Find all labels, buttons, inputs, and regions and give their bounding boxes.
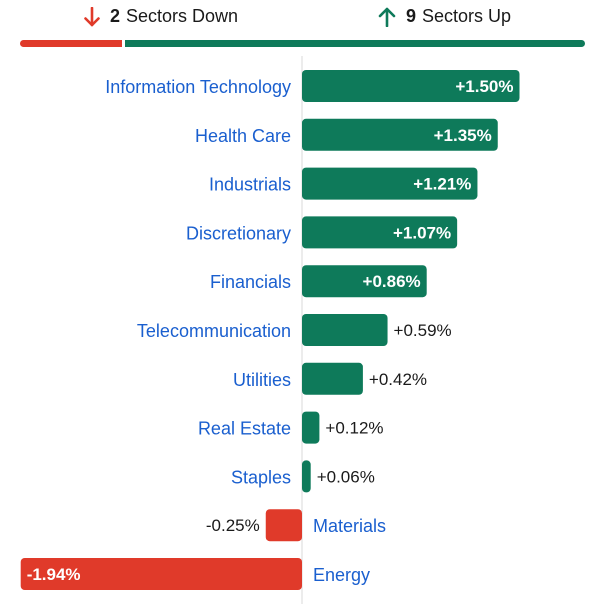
sectors-down-count: 2 (110, 6, 121, 26)
bar-industrials (302, 167, 478, 200)
value-label: +1.35% (434, 126, 492, 145)
value-label: +1.50% (455, 77, 513, 96)
sector-label: Information Technology (105, 77, 291, 97)
sector-label: Discretionary (186, 223, 291, 243)
sectors-down-label: Sectors Down (126, 6, 239, 26)
sector-label: Real Estate (198, 419, 291, 439)
bar-energy (20, 558, 302, 590)
value-label: +0.06% (317, 467, 375, 486)
value-label: +0.86% (363, 272, 421, 291)
sector-label: Energy (313, 565, 370, 585)
arrow-down-icon (84, 6, 100, 26)
bar-financials (302, 265, 427, 298)
sector-label: Materials (313, 516, 386, 536)
bar-information-technology (302, 70, 520, 102)
arrow-up-icon (378, 7, 396, 27)
bar-utilities (302, 362, 363, 395)
up-down-ratio-bar (20, 40, 585, 47)
value-label: +1.21% (413, 175, 471, 194)
value-label: +0.59% (394, 321, 452, 340)
value-label: -1.94% (27, 565, 81, 584)
sectors-up-count: 9 (406, 6, 417, 26)
bar-discretionary (302, 216, 458, 249)
sector-label: Utilities (233, 370, 291, 390)
bar-telecommunication (302, 314, 388, 346)
value-label: +0.42% (369, 370, 427, 389)
sector-label: Financials (210, 272, 291, 292)
sector-performance-chart: Information Technology +1.50% Health Care +… (20, 56, 520, 604)
sector-label: Health Care (195, 126, 291, 146)
bar-staples (302, 460, 311, 493)
sectors-up-label: Sectors Up (422, 6, 512, 26)
bar-materials (265, 509, 302, 542)
sector-summary-header: 2 Sectors Down 9 Sectors Up (0, 0, 604, 36)
sectors-down-summary: 2 Sectors Down (84, 6, 238, 27)
sector-label: Telecommunication (137, 321, 291, 341)
bar-health-care (302, 118, 498, 151)
value-label: -0.25% (206, 516, 260, 535)
sectors-up-summary: 9 Sectors Up (378, 6, 511, 27)
sector-label: Industrials (209, 175, 291, 195)
sector-label: Staples (231, 467, 291, 487)
up-ratio-segment (125, 40, 585, 47)
value-label: +0.12% (325, 419, 383, 438)
value-label: +1.07% (393, 223, 451, 242)
bar-real-estate (302, 411, 320, 444)
down-ratio-segment (20, 40, 122, 47)
